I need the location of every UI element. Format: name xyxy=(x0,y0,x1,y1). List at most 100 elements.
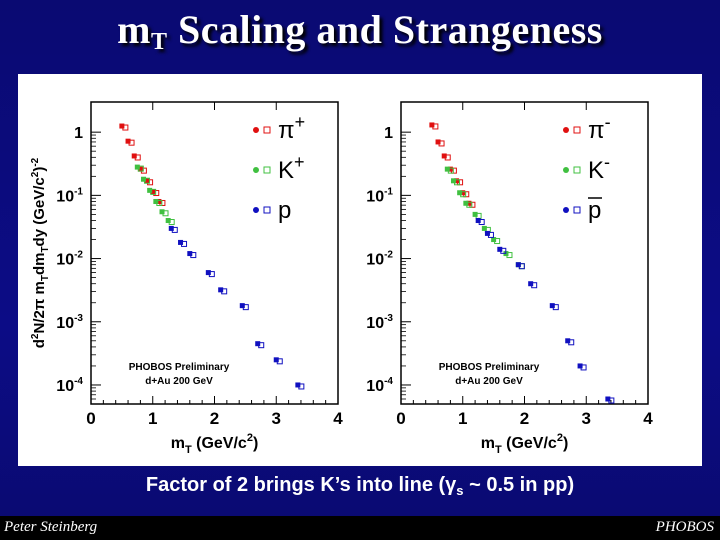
data-point-open xyxy=(276,358,283,365)
data-point-open xyxy=(450,167,457,174)
data-point xyxy=(131,153,137,159)
chart-annotation: d+Au 200 GeV xyxy=(145,376,213,387)
data-point-open xyxy=(457,179,464,186)
legend-label: p xyxy=(588,197,601,224)
data-point-open xyxy=(162,210,169,217)
legend-marker-open xyxy=(573,126,581,134)
data-point xyxy=(159,209,165,215)
legend-label: π- xyxy=(588,112,611,144)
data-point xyxy=(429,122,435,128)
x-tick-label: 0 xyxy=(396,409,405,428)
legend-marker-filled xyxy=(563,207,569,213)
legend-label: K+ xyxy=(278,152,305,184)
data-point-open xyxy=(122,124,129,131)
data-point-open xyxy=(159,199,166,206)
data-point-open xyxy=(258,342,265,349)
y-axis-label: d2N/2π mTdmTdy (GeV/c2)-2 xyxy=(30,157,51,348)
data-point-open xyxy=(463,191,470,198)
caption-gamma: γ xyxy=(445,474,457,496)
data-point xyxy=(447,166,453,172)
data-point xyxy=(444,166,450,172)
data-point-open xyxy=(580,364,587,371)
caption-after: ~ 0.5 in pp) xyxy=(463,474,575,496)
chart-panel-1: 0 1 2 3 4 1 10-1 10-2 10-3 10-4 mT (GeV/c2) d2N/2π … xyxy=(30,101,343,456)
data-point-open xyxy=(453,179,460,186)
data-point xyxy=(605,396,611,402)
data-point xyxy=(150,189,156,195)
data-point xyxy=(125,138,131,144)
data-point xyxy=(156,198,162,204)
data-point-open xyxy=(208,271,215,278)
y-tick-label: 10-4 xyxy=(56,376,83,395)
data-point xyxy=(484,230,490,236)
data-point-open xyxy=(568,339,575,346)
x-tick-label: 1 xyxy=(458,409,467,428)
legend-marker-open xyxy=(573,166,581,174)
plot-frame xyxy=(90,101,339,405)
y-tick-label: 1 xyxy=(384,125,393,142)
legend-label: K- xyxy=(588,152,610,184)
legend-marker-filled xyxy=(253,127,259,133)
y-tick-label: 10-2 xyxy=(56,250,83,269)
x-tick-label: 2 xyxy=(520,409,529,428)
data-point-open xyxy=(500,247,507,254)
x-tick-label: 4 xyxy=(643,409,653,428)
data-point-open xyxy=(134,154,141,161)
data-point-open xyxy=(444,154,451,161)
legend-marker-open xyxy=(263,166,271,174)
data-point-open xyxy=(143,177,150,184)
legend-marker-filled xyxy=(253,167,259,173)
data-point xyxy=(435,139,441,145)
data-point-open xyxy=(168,219,175,226)
chart-panel-2: 0 1 2 3 4 1 10-1 10-2 10-3 10-4 mT (GeV/c2) PHOBOS … xyxy=(366,101,653,456)
data-point xyxy=(454,178,460,184)
legend-marker-open xyxy=(263,206,271,214)
data-point-open xyxy=(242,304,249,311)
data-point xyxy=(565,338,571,344)
x-tick-label: 0 xyxy=(86,409,95,428)
x-tick-label: 4 xyxy=(333,409,343,428)
data-point-open xyxy=(190,252,197,259)
data-point-open xyxy=(432,123,439,130)
data-point xyxy=(147,187,153,193)
x-axis-label: mT (GeV/c2) xyxy=(481,432,569,456)
y-tick-label: 1 xyxy=(74,125,83,142)
chart-annotation: PHOBOS Preliminary xyxy=(439,362,540,373)
data-point xyxy=(295,382,301,388)
data-point xyxy=(497,246,503,252)
data-point xyxy=(205,270,211,276)
caption: Factor of 2 brings K’s into line (γs ~ 0… xyxy=(0,474,720,498)
legend-marker-open xyxy=(573,206,581,214)
data-point-open xyxy=(506,252,513,259)
data-point xyxy=(153,198,159,204)
data-point-open xyxy=(552,304,559,311)
y-tick-label: 10-4 xyxy=(366,376,393,395)
y-tick-label: 10-3 xyxy=(56,313,83,332)
chart-annotation: PHOBOS Preliminary xyxy=(129,362,230,373)
data-point-open xyxy=(531,282,538,289)
figure-panel: 0 1 2 3 4 1 10-1 10-2 10-3 10-4 mT (GeV/c2) d2N/2π … xyxy=(18,74,702,466)
data-point xyxy=(137,166,143,172)
x-tick-label: 3 xyxy=(582,409,591,428)
chart-annotation: d+Au 200 GeV xyxy=(455,376,523,387)
y-tick-label: 10-2 xyxy=(366,250,393,269)
data-point xyxy=(515,262,521,268)
legend-marker-filled xyxy=(253,207,259,213)
slide-title: mT Scaling and Strangeness xyxy=(0,6,720,56)
x-tick-label: 3 xyxy=(272,409,281,428)
data-point-open xyxy=(518,263,525,270)
data-point-open xyxy=(153,190,160,197)
y-tick-label: 10-1 xyxy=(366,186,393,205)
data-point-open xyxy=(494,238,501,245)
data-point-open xyxy=(438,140,445,147)
plots-svg: 0 1 2 3 4 1 10-1 10-2 10-3 10-4 mT (GeV/c2) d2N/2π … xyxy=(30,101,653,456)
data-point xyxy=(491,237,497,243)
data-point xyxy=(466,200,472,206)
data-point-open xyxy=(608,397,615,404)
data-point-open xyxy=(147,179,154,186)
data-point xyxy=(577,363,583,369)
data-point xyxy=(168,225,174,231)
caption-gamma-sub: s xyxy=(456,483,464,498)
data-point xyxy=(481,225,487,231)
data-point-open xyxy=(128,139,135,146)
